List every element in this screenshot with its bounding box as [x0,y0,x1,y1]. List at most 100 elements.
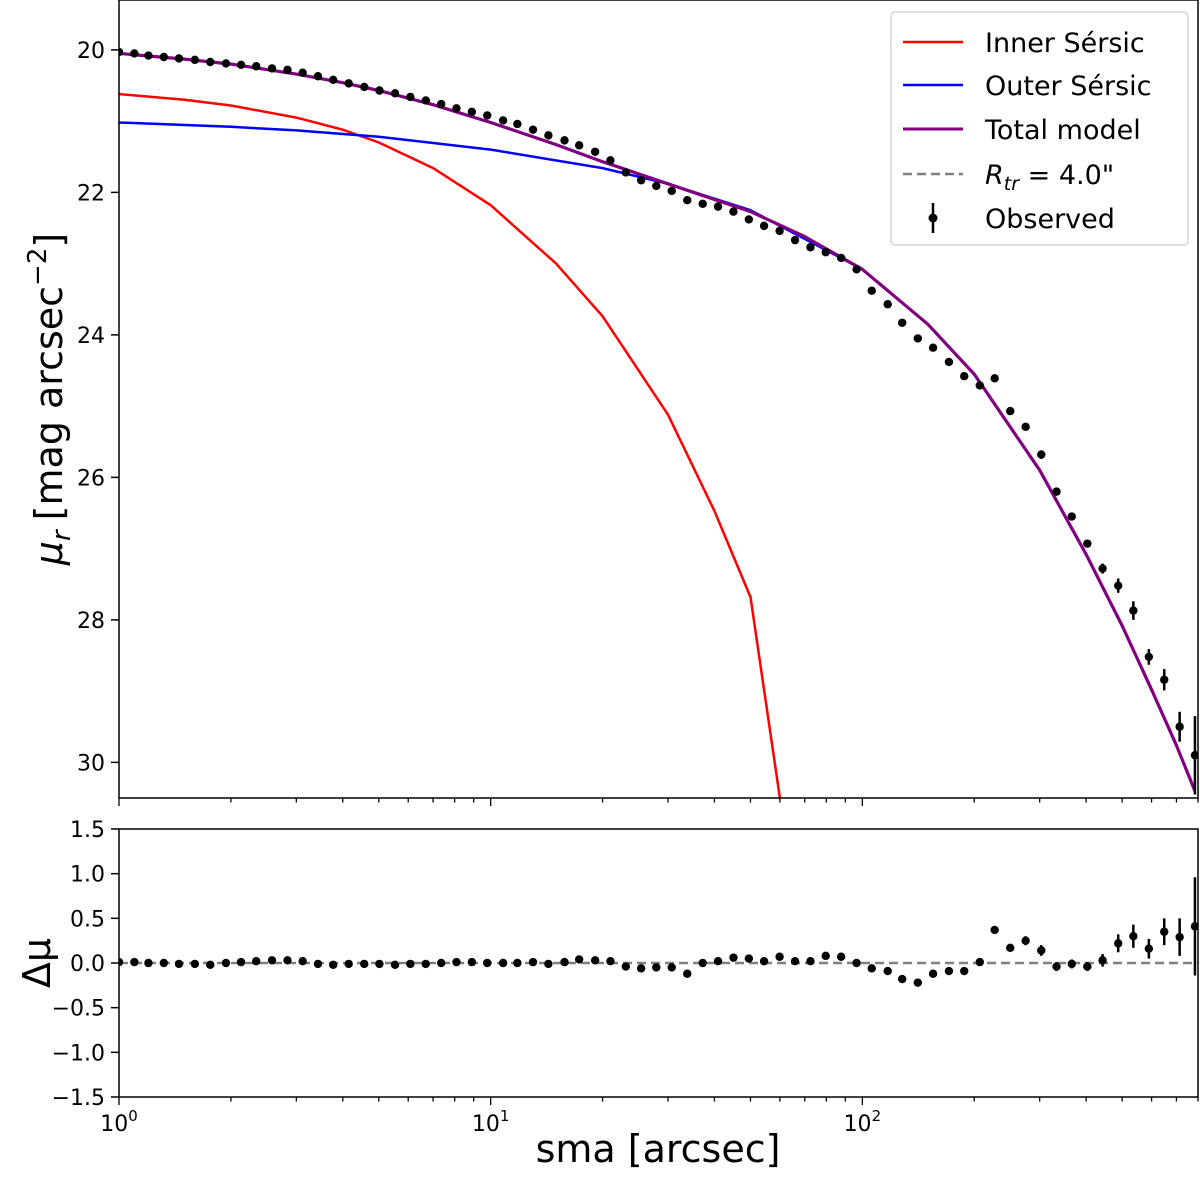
residual-point [221,958,231,968]
observed-point [467,107,477,117]
residual-point [606,957,615,966]
residual-point [375,959,384,969]
observed-point [528,125,538,134]
ylabel-close: ] [27,233,71,248]
observed-point [1052,487,1061,496]
observed-point [1067,512,1076,521]
observed-point [590,147,600,156]
residual-point [759,957,769,966]
observed-point [975,381,984,390]
observed-point [836,253,846,263]
residual-point [360,959,369,969]
observed-point [667,186,676,196]
observed-point [1190,751,1198,760]
observed-point [375,86,384,95]
observed-point [928,343,938,352]
observed-point [883,300,892,309]
residual-point [1098,956,1107,965]
observed-point [990,374,999,383]
legend-rtr-label: Rtr = 4.0" [985,160,1114,195]
residual-point [990,925,999,935]
observed-point [1098,564,1107,573]
top-curves [119,51,1197,798]
observed-point [806,243,815,252]
top-y-tick-label: 20 [77,39,105,64]
legend-rtr-subscript: tr [1004,173,1020,195]
residual-point [1021,936,1030,945]
residual-point [1067,959,1076,969]
residual-point [406,959,415,969]
top-y-tick-label: 22 [77,181,105,206]
residual-point [298,957,307,966]
observed-point [513,119,522,129]
observed-point [360,82,369,92]
observed-point [744,215,754,224]
residual-point [975,957,984,967]
residual-point [652,963,661,972]
residual-point [1052,962,1061,971]
x-tick-label: 101 [472,1107,510,1137]
residual-point [252,957,261,966]
observed-point [1006,406,1015,416]
residual-point [421,959,430,969]
inner-sersic-curve [119,92,782,798]
observed-point [390,89,400,98]
observed-point [1129,606,1138,615]
residual-point [329,960,338,969]
observed-point [913,334,923,343]
bottom-panel: −1.5 −1.0 −0.5 0.0 0.5 1.0 1.5 100 101 102 Δμ sm… [15,818,1199,1171]
residual-point [836,952,846,961]
residual-point [897,974,907,984]
residual-point [236,957,246,967]
observed-point [713,202,723,211]
bottom-y-tick-label: 0.5 [70,907,105,932]
residual-point [944,966,954,976]
observed-point [852,265,861,274]
residual-point [130,957,139,967]
observed-point [560,136,569,145]
top-y-tick-label: 28 [77,609,105,634]
legend-total-model-label: Total model [984,115,1141,146]
residual-point [683,969,692,978]
ylabel-exponent: −2 [23,248,53,286]
bottom-y-tick-label: 1.0 [70,863,105,888]
observed-point [344,79,353,88]
observed-point [636,176,646,185]
bottom-x-ticks: 100 101 102 [100,1097,1199,1137]
top-observed-points [119,47,1198,795]
residual-point [1129,932,1138,941]
observed-point [159,52,169,62]
observed-point [897,318,907,327]
observed-point [1114,581,1123,590]
observed-point [790,235,800,245]
residual-point [590,956,600,965]
residual-point [729,953,738,962]
residual-point [821,951,830,961]
residual-point [775,952,784,961]
residual-points [119,877,1198,987]
residual-point [867,964,876,973]
residual-point [267,956,277,965]
observed-point [436,99,446,109]
bottom-y-tick-label: 0.0 [70,952,105,977]
bottom-y-tick-label: −1.5 [52,1086,105,1111]
observed-point [1144,652,1154,662]
residual-point [1175,932,1184,942]
residual-point [483,958,492,968]
observed-point [190,55,200,65]
observed-point [606,156,615,165]
observed-point [267,64,277,73]
residual-point [928,969,938,978]
observed-point [1083,539,1092,548]
residual-point [621,962,631,971]
residual-point [713,957,723,966]
legend-inner-sersic-label: Inner Sérsic [985,28,1145,59]
observed-point [452,104,461,113]
residual-point [528,957,538,967]
residual-point [436,958,446,968]
residual-point [467,957,477,967]
residual-point [144,958,153,968]
observed-point [1175,722,1184,731]
observed-point [759,221,769,231]
